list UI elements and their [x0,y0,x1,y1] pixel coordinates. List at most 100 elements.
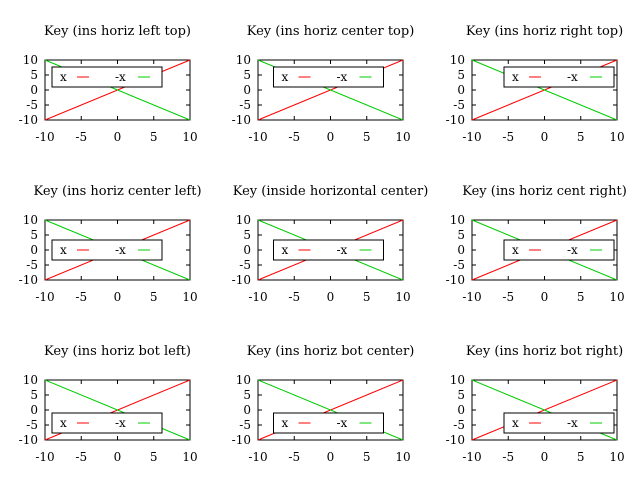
legend-label: x [282,70,289,84]
y-tick-label: -5 [239,98,251,112]
legend-label: -x [115,243,126,257]
x-tick-label: 5 [150,130,158,144]
legend: x -x [51,66,163,88]
x-tick-label: -10 [248,450,267,464]
chart-title: Key (ins horiz bot left) [44,344,191,359]
x-tick-label: -10 [248,130,267,144]
y-tick-label: -10 [446,433,465,447]
chart-title: Key (ins horiz cent right) [462,184,627,199]
chart-panel: Key (ins horiz bot left)-10 -5 0 5 101050-5-… [19,344,198,464]
y-tick-label: 0 [457,403,465,417]
x-tick-label: -5 [75,130,87,144]
x-tick-label: 5 [363,450,371,464]
legend-label: -x [337,243,348,257]
x-tick-label: 10 [395,130,410,144]
legend-label: -x [337,70,348,84]
x-tick-label: -10 [35,130,54,144]
y-tick-label: 0 [243,243,251,257]
x-tick-label: 0 [541,130,549,144]
legend-label: x [282,243,289,257]
y-tick-label: 10 [450,373,465,387]
legend-label: -x [337,416,348,430]
chart-title: Key (ins horiz center top) [247,24,415,39]
y-tick-label: 5 [457,388,465,402]
chart-panel: Key (ins horiz center top)-10 -5 0 5 101050-… [232,24,415,144]
x-tick-label: 5 [577,450,585,464]
x-tick-label: -5 [288,450,300,464]
y-tick-label: -5 [453,258,465,272]
x-tick-label: 10 [609,130,624,144]
chart-panel: Key (ins horiz bot center)-10 -5 0 5 101050-… [232,344,415,464]
y-tick-label: -10 [19,273,38,287]
y-tick-label: -5 [239,258,251,272]
legend: x -x [273,239,384,261]
y-tick-label: 0 [30,243,38,257]
legend: x -x [503,239,615,261]
x-tick-label: 10 [395,450,410,464]
legend-label: x [512,70,519,84]
x-tick-label: 0 [114,290,122,304]
legend: x -x [51,412,163,434]
series-line-neg-x [471,59,618,121]
x-tick-label: 10 [609,450,624,464]
chart-title: Key (ins horiz bot center) [247,344,415,359]
legend-label: x [512,243,519,257]
y-tick-label: 10 [23,213,38,227]
y-tick-label: 5 [30,388,38,402]
chart-title: Key (ins horiz center left) [33,184,201,199]
x-tick-label: 5 [363,290,371,304]
y-tick-label: 10 [236,213,251,227]
legend: x -x [503,412,615,434]
legend-label: -x [567,243,578,257]
y-tick-label: -10 [446,273,465,287]
y-tick-label: 10 [23,53,38,67]
legend-box [503,412,615,434]
legend-label: -x [567,70,578,84]
y-tick-label: -5 [453,98,465,112]
y-tick-label: 0 [30,83,38,97]
legend-label: x [282,416,289,430]
chart-panel: Key (ins horiz bot right)-10 -5 0 5 101050-5… [446,344,625,464]
legend-box [503,66,615,88]
x-tick-label: -10 [462,130,481,144]
y-tick-label: 0 [30,403,38,417]
y-tick-label: 0 [243,403,251,417]
x-tick-label: 0 [541,290,549,304]
x-tick-label: 10 [395,290,410,304]
chart-panel: Key (ins horiz left top)-10 -5 0 5 101050-5-… [19,24,198,144]
y-tick-label: 10 [450,213,465,227]
y-tick-label: -5 [453,418,465,432]
y-tick-label: 10 [23,373,38,387]
x-tick-label: 0 [327,130,335,144]
legend: x -x [51,239,163,261]
chart-title: Key (ins horiz right top) [466,24,623,39]
x-tick-label: 0 [327,290,335,304]
y-tick-label: -10 [232,433,251,447]
x-tick-label: -5 [75,450,87,464]
x-tick-label: 5 [577,290,585,304]
x-tick-label: -5 [288,290,300,304]
chart-panel: Key (ins horiz cent right)-10 -5 0 5 101050-… [446,184,627,304]
legend-box [503,239,615,261]
chart-title: Key (ins horiz left top) [44,24,191,39]
y-tick-label: -10 [19,113,38,127]
y-tick-label: 5 [457,228,465,242]
legend-box [51,239,163,261]
y-tick-label: -10 [19,433,38,447]
y-tick-label: -10 [232,273,251,287]
y-tick-label: 5 [30,68,38,82]
y-tick-label: 5 [30,228,38,242]
legend-label: x [60,416,67,430]
x-tick-label: 0 [114,130,122,144]
legend-label: x [512,416,519,430]
x-tick-label: 10 [182,130,197,144]
y-tick-label: 0 [457,243,465,257]
x-tick-label: -10 [35,450,54,464]
y-tick-label: 10 [236,53,251,67]
x-tick-label: -5 [502,290,514,304]
y-tick-label: -5 [26,98,38,112]
legend: x -x [273,66,384,88]
y-tick-label: 5 [457,68,465,82]
legend: x -x [503,66,615,88]
